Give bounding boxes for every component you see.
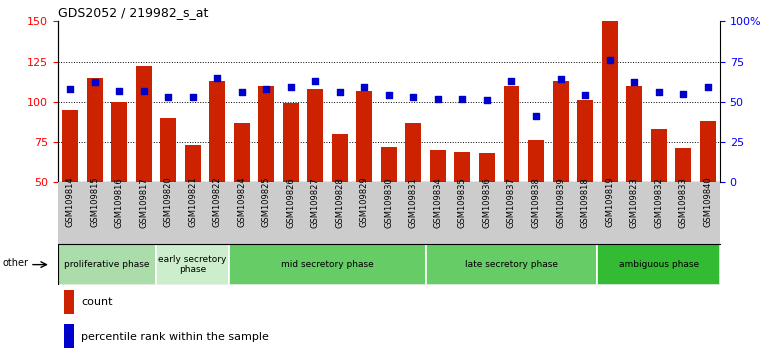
Point [701,85,714,90]
Point [309,78,321,84]
Bar [598,244,720,285]
Bar [381,147,397,182]
Text: late secretory phase: late secretory phase [465,260,558,269]
Bar [577,100,593,182]
Bar [307,89,323,182]
Point [554,76,567,82]
Bar [675,148,691,182]
Point [457,96,469,101]
Point [113,88,126,93]
Bar [65,324,74,348]
Bar [357,91,373,182]
Point [285,85,297,90]
Text: proliferative phase: proliferative phase [64,260,149,269]
Bar [332,134,348,182]
Point [480,97,493,103]
Point [530,113,542,119]
Text: early secretory
phase: early secretory phase [159,255,227,274]
Point [432,96,444,101]
Bar [651,129,667,182]
Bar [479,153,495,182]
Bar [111,102,127,182]
Point [333,89,346,95]
Point [505,78,517,84]
Point [89,80,101,85]
Bar [209,81,225,182]
Text: count: count [81,297,112,307]
Text: ambiguous phase: ambiguous phase [618,260,698,269]
Bar [504,86,520,182]
Bar [700,121,715,182]
Bar [62,110,78,182]
Point [211,75,223,80]
Bar [58,244,156,285]
Point [260,86,273,92]
Bar [234,123,249,182]
Bar [65,290,74,314]
Point [407,94,420,100]
Bar [454,152,470,182]
Bar [229,244,426,285]
Bar [258,86,274,182]
Point [383,92,395,98]
Bar [160,118,176,182]
Point [604,57,616,63]
Point [358,85,370,90]
Text: other: other [3,258,29,268]
Bar [601,19,618,182]
Point [137,88,149,93]
Bar [185,145,201,182]
Bar [430,150,446,182]
Point [652,89,665,95]
Point [236,89,248,95]
Bar [528,141,544,182]
Bar [426,244,598,285]
Point [677,91,689,97]
Point [162,94,174,100]
Bar [136,66,152,182]
Bar [156,244,229,285]
Point [628,80,641,85]
Bar [405,123,421,182]
Bar [553,81,568,182]
Bar [86,78,102,182]
Text: GDS2052 / 219982_s_at: GDS2052 / 219982_s_at [58,6,208,19]
Bar [283,103,299,182]
Text: percentile rank within the sample: percentile rank within the sample [81,332,269,342]
Point [186,94,199,100]
Point [579,92,591,98]
Text: mid secretory phase: mid secretory phase [281,260,374,269]
Bar [626,86,642,182]
Point [64,86,76,92]
